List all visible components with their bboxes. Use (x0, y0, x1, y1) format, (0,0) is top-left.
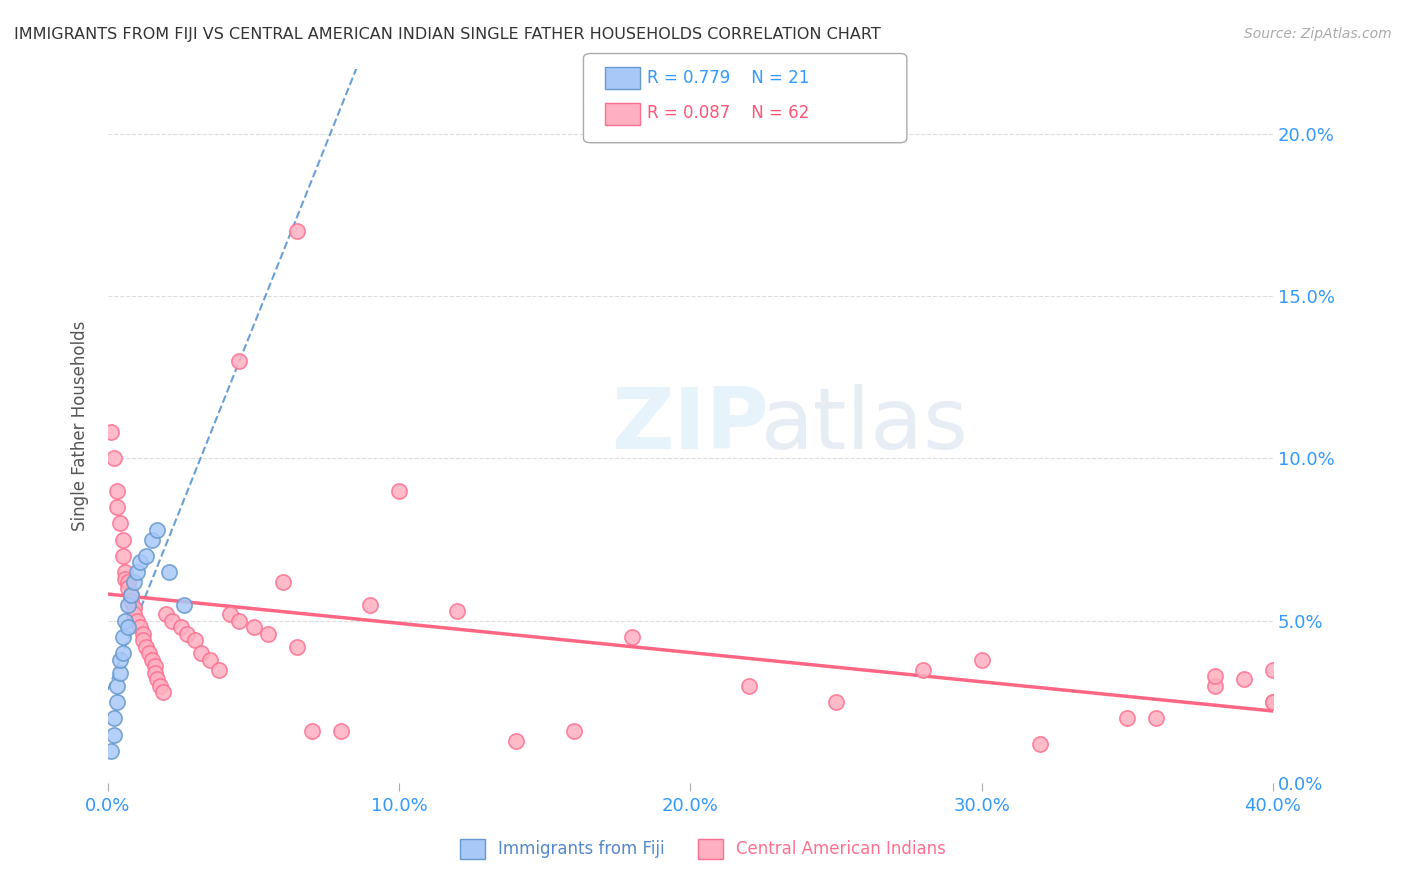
Point (285, 640, 308, 654)
Point (285, 224, 308, 238)
Point (135, 549, 157, 563)
Point (198, 653, 221, 667)
Point (132, 633, 155, 648)
Point (127, 614, 149, 628)
Point (271, 574, 294, 589)
Point (257, 627, 280, 641)
Point (111, 647, 134, 661)
Point (388, 483, 411, 498)
Point (117, 598, 139, 612)
Point (1029, 737, 1052, 751)
Point (190, 647, 212, 661)
Point (111, 533, 134, 547)
Point (111, 630, 134, 644)
Y-axis label: Single Father Households: Single Father Households (72, 321, 89, 531)
Point (1261, 695, 1284, 709)
Point (149, 679, 172, 693)
Point (108, 516, 131, 531)
Point (103, 711, 125, 725)
Point (120, 588, 142, 602)
Point (146, 673, 169, 687)
Point (135, 640, 157, 654)
Point (1261, 663, 1284, 677)
Point (219, 607, 242, 622)
Point (117, 582, 139, 596)
Legend: Immigrants from Fiji, Central American Indians: Immigrants from Fiji, Central American I… (453, 832, 953, 866)
Point (160, 614, 183, 628)
Point (105, 679, 128, 693)
Point (114, 614, 136, 628)
Point (184, 633, 207, 648)
Point (129, 556, 152, 570)
Text: atlas: atlas (761, 384, 969, 467)
Point (1144, 711, 1167, 725)
Point (359, 598, 381, 612)
Point (737, 679, 759, 693)
Point (103, 451, 125, 466)
Point (912, 663, 935, 677)
Point (141, 653, 163, 667)
Point (122, 601, 145, 615)
Point (122, 574, 145, 589)
Point (505, 734, 527, 748)
Point (155, 607, 177, 622)
Point (114, 565, 136, 579)
Point (173, 598, 195, 612)
Point (301, 724, 323, 739)
Point (621, 630, 644, 644)
Point (138, 647, 160, 661)
Point (100, 425, 122, 440)
Text: ZIP: ZIP (612, 384, 769, 467)
Point (446, 604, 468, 618)
Point (1261, 695, 1284, 709)
Point (176, 627, 198, 641)
Text: IMMIGRANTS FROM FIJI VS CENTRAL AMERICAN INDIAN SINGLE FATHER HOUSEHOLDS CORRELA: IMMIGRANTS FROM FIJI VS CENTRAL AMERICAN… (14, 27, 880, 42)
Point (108, 665, 131, 680)
Point (562, 724, 585, 739)
Point (242, 620, 264, 634)
Text: R = 0.779    N = 21: R = 0.779 N = 21 (647, 69, 808, 87)
Point (108, 653, 131, 667)
Point (132, 627, 155, 641)
Point (103, 728, 125, 742)
Point (122, 607, 145, 622)
Point (111, 549, 134, 563)
Point (1233, 673, 1256, 687)
Point (120, 594, 142, 608)
Point (105, 483, 128, 498)
Point (117, 574, 139, 589)
Point (129, 620, 152, 634)
Point (157, 565, 180, 579)
Point (105, 500, 128, 515)
Point (105, 695, 128, 709)
Point (1116, 711, 1139, 725)
Point (141, 533, 163, 547)
Point (825, 695, 848, 709)
Point (208, 663, 231, 677)
Text: Source: ZipAtlas.com: Source: ZipAtlas.com (1244, 27, 1392, 41)
Point (143, 659, 166, 673)
Point (1204, 669, 1226, 683)
Point (100, 744, 122, 758)
Point (114, 572, 136, 586)
Point (143, 665, 166, 680)
Point (117, 620, 139, 634)
Point (1204, 679, 1226, 693)
Point (152, 685, 174, 699)
Point (127, 565, 149, 579)
Point (970, 653, 993, 667)
Point (170, 620, 193, 634)
Point (228, 354, 250, 368)
Text: R = 0.087    N = 62: R = 0.087 N = 62 (647, 104, 808, 122)
Point (330, 724, 353, 739)
Point (146, 523, 169, 537)
Point (228, 614, 250, 628)
Point (120, 588, 142, 602)
